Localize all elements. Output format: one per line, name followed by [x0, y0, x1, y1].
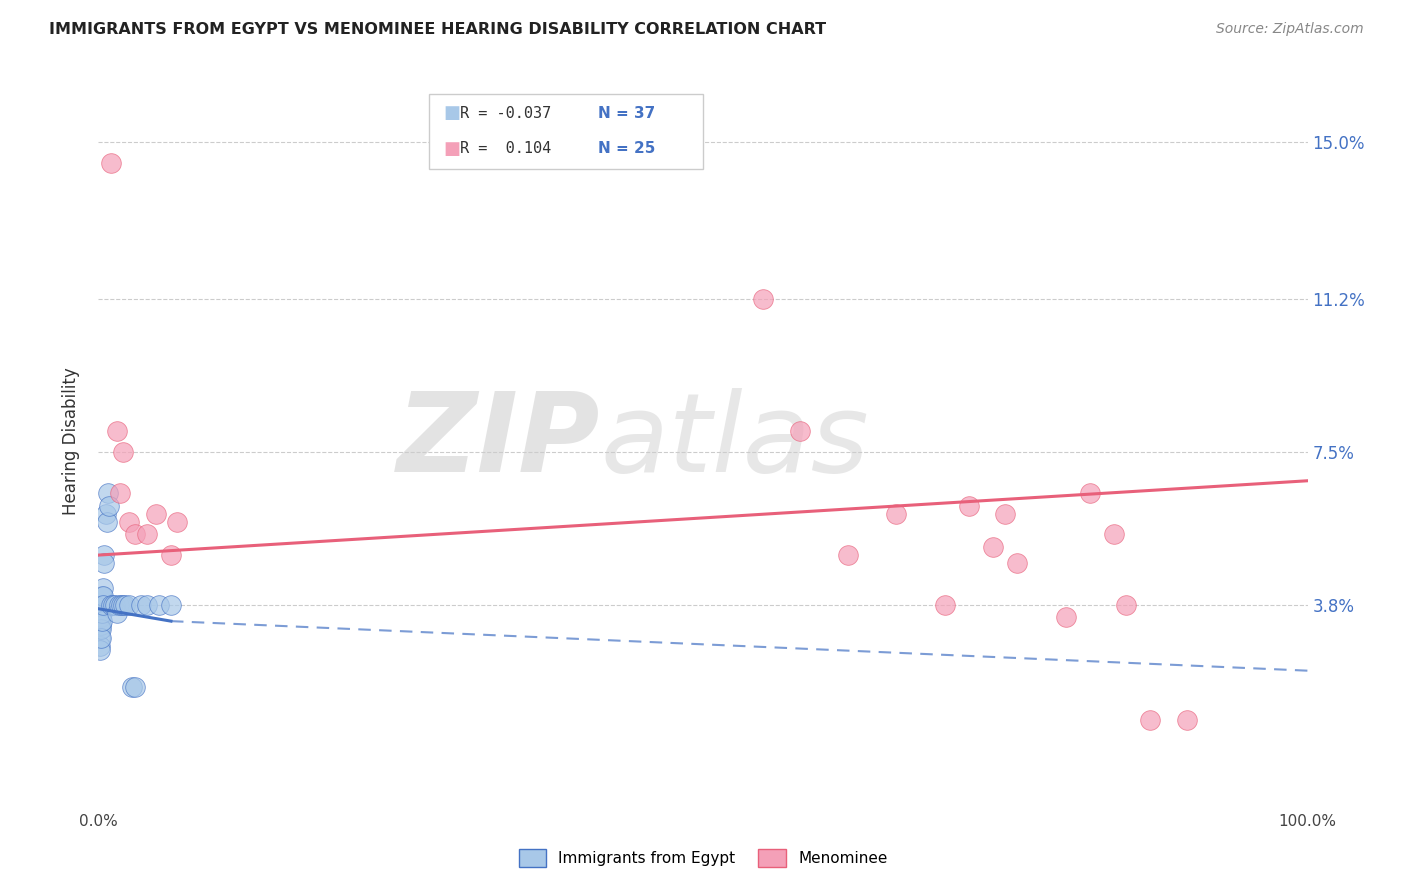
Point [1115, 598, 1137, 612]
Text: ZIP: ZIP [396, 388, 600, 495]
Point [934, 598, 956, 612]
Point [105, 424, 128, 438]
Point [1078, 486, 1101, 500]
Point [98, 499, 121, 513]
Y-axis label: Hearing Disability: Hearing Disability [62, 368, 80, 516]
Point [1007, 557, 1029, 571]
Point [1175, 713, 1198, 727]
Point [118, 515, 141, 529]
Point [981, 540, 1004, 554]
Text: ■: ■ [443, 104, 460, 122]
Point [148, 598, 170, 612]
Point [111, 445, 134, 459]
Text: N = 37: N = 37 [598, 106, 655, 120]
Point [1054, 610, 1077, 624]
Text: N = 25: N = 25 [598, 142, 655, 156]
Point [104, 598, 127, 612]
Point [100, 598, 122, 612]
Point [129, 598, 152, 612]
Point [108, 486, 131, 500]
Point [101, 598, 124, 612]
Point [96, 515, 118, 529]
Point [1102, 527, 1125, 541]
Point [789, 424, 811, 438]
Point [114, 598, 136, 612]
Point [124, 527, 146, 541]
Point [100, 156, 122, 170]
Point [837, 548, 859, 562]
Point [89, 631, 111, 645]
Text: Source: ZipAtlas.com: Source: ZipAtlas.com [1216, 22, 1364, 37]
Point [994, 507, 1017, 521]
Point [89, 639, 111, 653]
Text: atlas: atlas [600, 388, 869, 495]
Point [110, 598, 132, 612]
Point [93, 548, 115, 562]
Point [124, 680, 146, 694]
Point [91, 598, 114, 612]
Point [91, 614, 114, 628]
Point [957, 499, 980, 513]
Point [91, 598, 114, 612]
Point [91, 590, 114, 604]
Point [160, 548, 183, 562]
Text: IMMIGRANTS FROM EGYPT VS MENOMINEE HEARING DISABILITY CORRELATION CHART: IMMIGRANTS FROM EGYPT VS MENOMINEE HEARI… [49, 22, 827, 37]
Point [90, 631, 112, 645]
Point [752, 292, 775, 306]
Text: ■: ■ [443, 140, 460, 158]
Point [135, 598, 157, 612]
Point [118, 598, 141, 612]
Point [89, 643, 111, 657]
Text: R = -0.037: R = -0.037 [460, 106, 551, 120]
Point [105, 606, 128, 620]
Point [90, 610, 112, 624]
Point [121, 680, 143, 694]
Point [94, 507, 117, 521]
Point [93, 557, 115, 571]
Point [135, 527, 157, 541]
Point [108, 598, 131, 612]
Point [89, 610, 111, 624]
Legend: Immigrants from Egypt, Menominee: Immigrants from Egypt, Menominee [519, 849, 887, 867]
Point [90, 618, 112, 632]
Point [160, 598, 183, 612]
Point [145, 507, 167, 521]
Text: R =  0.104: R = 0.104 [460, 142, 551, 156]
Point [89, 623, 111, 637]
Point [90, 623, 112, 637]
Point [91, 581, 114, 595]
Point [166, 515, 188, 529]
Point [91, 590, 114, 604]
Point [91, 606, 114, 620]
Point [111, 598, 134, 612]
Point [1139, 713, 1161, 727]
Point [886, 507, 908, 521]
Point [97, 486, 120, 500]
